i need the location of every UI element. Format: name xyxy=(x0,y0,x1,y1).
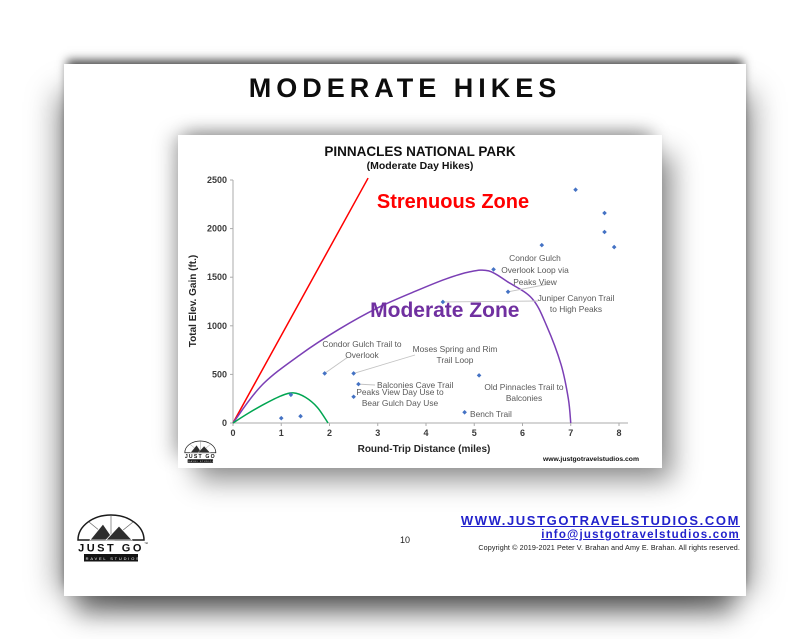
data-point xyxy=(602,229,607,235)
data-point xyxy=(611,244,617,250)
chart-subtitle: (Moderate Day Hikes) xyxy=(367,160,474,172)
website-link[interactable]: WWW.JUSTGOTRAVELSTUDIOS.COM xyxy=(460,513,740,528)
trail-label: Old Pinnacles Trail to xyxy=(484,382,563,392)
data-point xyxy=(298,413,303,419)
data-point xyxy=(278,415,284,421)
trail-label: Peaks View xyxy=(513,277,558,287)
trail-label: Bench Trail xyxy=(470,409,512,419)
data-point xyxy=(462,410,467,415)
chart-title: PINNACLES NATIONAL PARK xyxy=(324,144,516,159)
data-point xyxy=(602,210,607,216)
trail-label: Overlook xyxy=(345,350,379,360)
data-point xyxy=(322,371,327,376)
trail-label: Overlook Loop via xyxy=(501,265,569,275)
x-tick-label: 6 xyxy=(520,428,525,438)
x-tick-label: 4 xyxy=(423,428,428,438)
data-point xyxy=(539,242,545,248)
label-leader-line xyxy=(353,354,416,374)
data-point xyxy=(491,267,496,272)
logo-brand-text: JUST GO xyxy=(185,454,216,460)
y-tick-label: 1000 xyxy=(207,321,227,331)
trail-label: Condor Gulch Trail to xyxy=(322,339,401,349)
easy-zone-boundary-line xyxy=(232,392,329,424)
x-tick-label: 2 xyxy=(327,428,332,438)
trail-label: to High Peaks xyxy=(550,304,602,314)
data-point xyxy=(440,299,446,305)
data-point xyxy=(288,392,294,398)
logo-banner-text: TRAVEL STUDIOS xyxy=(81,556,140,561)
logo-mountain-icon xyxy=(105,525,133,541)
trail-label: Bear Gulch Day Use xyxy=(362,398,439,408)
data-point xyxy=(505,289,511,295)
email-link[interactable]: info@justgotravelstudios.com xyxy=(541,528,740,541)
trail-label: Juniper Canyon Trail xyxy=(538,293,615,303)
chart-watermark: www.justgotravelstudios.com xyxy=(542,456,639,463)
trail-label: Trail Loop xyxy=(437,355,474,365)
logo-trademark: ™ xyxy=(144,541,148,546)
logo-banner-text: TRAVEL STUDIOS xyxy=(186,460,214,463)
logo-mountain-icon xyxy=(190,444,203,453)
data-point xyxy=(351,394,356,400)
y-tick-label: 2500 xyxy=(207,175,227,185)
hike-difficulty-chart: 0 1 2 3 4 5 6 7 8 0 500 1000 1500 2000 2500 Strenuous Z… xyxy=(184,144,639,463)
chart-card: 0 1 2 3 4 5 6 7 8 0 500 1000 1500 2000 2500 Strenuous Z… xyxy=(178,135,662,468)
label-leader-line xyxy=(507,283,550,293)
y-tick-label: 500 xyxy=(212,369,227,379)
x-tick-label: 0 xyxy=(230,428,235,438)
y-tick-label: 1500 xyxy=(207,272,227,282)
trail-label: Balconies Cave Trail xyxy=(377,380,453,390)
data-point xyxy=(356,381,361,387)
logo-banner xyxy=(187,459,214,463)
copyright-text: Copyright © 2019-2021 Peter V. Brahan an… xyxy=(478,543,740,553)
label-leader-line xyxy=(358,383,376,386)
x-tick-label: 1 xyxy=(279,428,284,438)
page-title: MODERATE HIKES xyxy=(248,73,562,103)
data-point xyxy=(573,187,578,193)
trail-label: Balconies xyxy=(506,393,542,403)
page-number: 10 xyxy=(399,535,410,545)
x-axis-title: Round-Trip Distance (miles) xyxy=(358,444,491,455)
footer-contact-block: WWW.JUSTGOTRAVELSTUDIOS.COM info@justgot… xyxy=(410,513,740,553)
y-tick-label: 2000 xyxy=(207,224,227,234)
y-axis-title: Total Elev. Gain (ft.) xyxy=(188,255,199,347)
label-leader-line xyxy=(442,300,539,303)
logo-mountain-icon xyxy=(89,523,115,541)
x-tick-label: 5 xyxy=(472,428,477,438)
y-tick-label: 0 xyxy=(222,418,227,428)
moderate-zone-boundary-line xyxy=(232,269,572,424)
trail-label: Peaks View Day Use to xyxy=(356,387,444,397)
strenuous-zone-label: Strenuous Zone xyxy=(377,191,529,213)
strenuous-zone-boundary-line xyxy=(232,177,369,424)
logo-mountain-icon xyxy=(197,445,211,453)
x-tick-label: 3 xyxy=(375,428,380,438)
x-tick-label: 8 xyxy=(616,428,621,438)
justgo-logo-small: JUST GO TRAVEL STUDIOS xyxy=(184,440,217,463)
x-tick-label: 7 xyxy=(568,428,573,438)
trail-label: Condor Gulch xyxy=(509,253,561,263)
logo-brand-text: JUST GO xyxy=(78,543,144,555)
data-point xyxy=(476,373,482,378)
label-leader-line xyxy=(324,356,349,374)
page-card: MODERATE HIKES 0 1 2 3 4 5 6 7 8 0 500 1000 1500 2000… xyxy=(64,64,746,596)
trail-label: Moses Spring and Rim xyxy=(413,344,498,354)
justgo-logo: JUST GO ™ TRAVEL STUDIOS xyxy=(77,514,148,562)
logo-banner xyxy=(84,554,138,562)
data-point xyxy=(351,371,356,376)
moderate-zone-label: Moderate Zone xyxy=(370,299,519,322)
chart-generated-layer: 0 1 2 3 4 5 6 7 8 0 500 1000 1500 2000 2500 Strenuous Z… xyxy=(207,175,628,438)
